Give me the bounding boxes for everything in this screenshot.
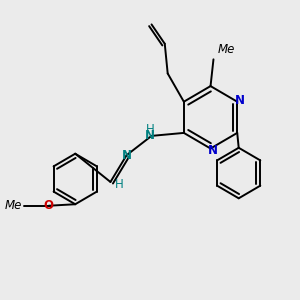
- Text: N: N: [208, 143, 218, 157]
- Text: Me: Me: [5, 199, 22, 212]
- Text: H: H: [146, 123, 154, 136]
- Text: N: N: [122, 149, 132, 162]
- Text: Me: Me: [218, 44, 235, 56]
- Text: H: H: [115, 178, 124, 191]
- Text: N: N: [145, 129, 155, 142]
- Text: N: N: [235, 94, 244, 107]
- Text: O: O: [44, 199, 54, 212]
